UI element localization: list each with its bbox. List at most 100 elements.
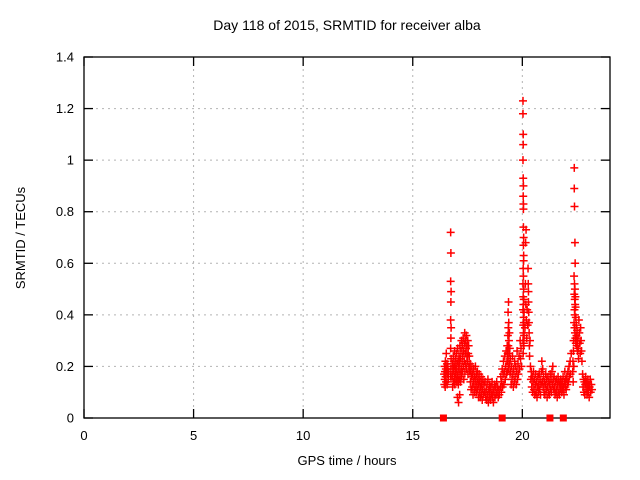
series-square-markers (439, 414, 567, 422)
data-point-plus (548, 362, 557, 371)
data-point-plus (446, 297, 455, 306)
x-axis-label: GPS time / hours (298, 453, 397, 468)
data-point-plus (524, 297, 533, 306)
data-point-plus (524, 279, 533, 288)
x-tick-label: 5 (190, 428, 197, 443)
data-point-plus (442, 349, 451, 358)
data-point-plus (518, 96, 527, 105)
x-tick-label: 0 (80, 428, 87, 443)
data-point-plus (519, 140, 528, 149)
y-tick-label: 1.2 (56, 101, 74, 116)
data-point-plus (525, 352, 534, 361)
y-tick-label: 0.2 (56, 359, 74, 374)
x-tick-label: 15 (406, 428, 420, 443)
data-point-plus (577, 336, 586, 345)
plot-border (83, 56, 611, 419)
data-point-plus (519, 295, 528, 304)
data-point-plus (585, 393, 594, 402)
data-point-plus (526, 336, 535, 345)
data-point-plus (577, 346, 586, 355)
y-tick-label: 1.4 (56, 50, 74, 65)
data-point-plus (504, 308, 513, 317)
data-point-plus (538, 365, 547, 374)
data-point-plus (518, 156, 527, 165)
data-point-plus (454, 398, 463, 407)
data-point-plus (571, 303, 580, 312)
data-point-plus (576, 323, 585, 332)
data-point-plus (463, 336, 472, 345)
data-point-plus (446, 228, 455, 237)
scatter-points (439, 96, 597, 422)
data-point-plus (504, 318, 513, 327)
data-point-plus (519, 285, 528, 294)
y-axis-label: SRMTID / TECUs (13, 186, 28, 289)
data-point-plus (568, 357, 577, 366)
data-point-plus (572, 321, 581, 330)
data-point-plus (525, 328, 534, 337)
data-point-plus (489, 398, 498, 407)
data-point-plus (519, 205, 528, 214)
x-tick-label: 20 (515, 428, 529, 443)
data-point-plus (519, 349, 528, 358)
data-point-plus (519, 130, 528, 139)
y-tick-label: 1 (67, 153, 74, 168)
data-point-square (439, 414, 447, 422)
data-point-plus (570, 202, 579, 211)
data-point-plus (501, 375, 510, 384)
series-plus-markers (440, 96, 597, 407)
data-point-plus (588, 385, 597, 394)
data-point-plus (569, 362, 578, 371)
data-point-plus (519, 272, 528, 281)
data-point-plus (526, 362, 535, 371)
data-point-plus (568, 367, 577, 376)
data-point-plus (446, 248, 455, 257)
data-point-plus (499, 380, 508, 389)
data-point-plus (570, 272, 579, 281)
x-tick-label: 10 (296, 428, 310, 443)
y-tick-label: 0.6 (56, 256, 74, 271)
data-point-plus (569, 346, 578, 355)
y-tick-label: 0 (67, 411, 74, 426)
data-point-plus (446, 334, 455, 343)
data-point-plus (537, 357, 546, 366)
data-point-plus (465, 352, 474, 361)
data-point-plus (575, 328, 584, 337)
data-point-plus (570, 238, 579, 247)
data-point-plus (513, 375, 522, 384)
data-point-plus (547, 367, 556, 376)
data-point-plus (455, 390, 464, 399)
data-point-plus (518, 109, 527, 118)
data-point-plus (512, 380, 521, 389)
data-point-plus (517, 362, 526, 371)
data-point-plus (497, 388, 506, 397)
data-point-plus (505, 328, 514, 337)
data-point-plus (519, 339, 528, 348)
data-point-plus (524, 264, 533, 273)
data-point-plus (586, 375, 595, 384)
data-point-plus (447, 323, 456, 332)
data-point-plus (443, 380, 452, 389)
data-point-plus (505, 344, 514, 353)
data-point-plus (570, 163, 579, 172)
data-point-plus (446, 277, 455, 286)
data-point-plus (514, 370, 523, 379)
data-point-plus (519, 256, 528, 265)
data-point-plus (571, 259, 580, 268)
data-point-plus (562, 385, 571, 394)
data-point-plus (483, 375, 492, 384)
data-point-square (498, 414, 506, 422)
data-point-square (546, 414, 554, 422)
data-point-plus (516, 354, 525, 363)
chart-title: Day 118 of 2015, SRMTID for receiver alb… (213, 17, 481, 33)
y-tick-label: 0.4 (56, 307, 74, 322)
data-point-plus (464, 341, 473, 350)
data-point-plus (524, 318, 533, 327)
data-point-plus (577, 357, 586, 366)
tick-labels: 0 5 10 15 20 0 0.2 0.4 0.6 0.8 1 1.2 1.4 (56, 50, 530, 444)
data-point-plus (571, 292, 580, 301)
data-point-plus (519, 181, 528, 190)
data-point-plus (524, 308, 533, 317)
data-point-plus (570, 184, 579, 193)
data-point-plus (559, 390, 568, 399)
